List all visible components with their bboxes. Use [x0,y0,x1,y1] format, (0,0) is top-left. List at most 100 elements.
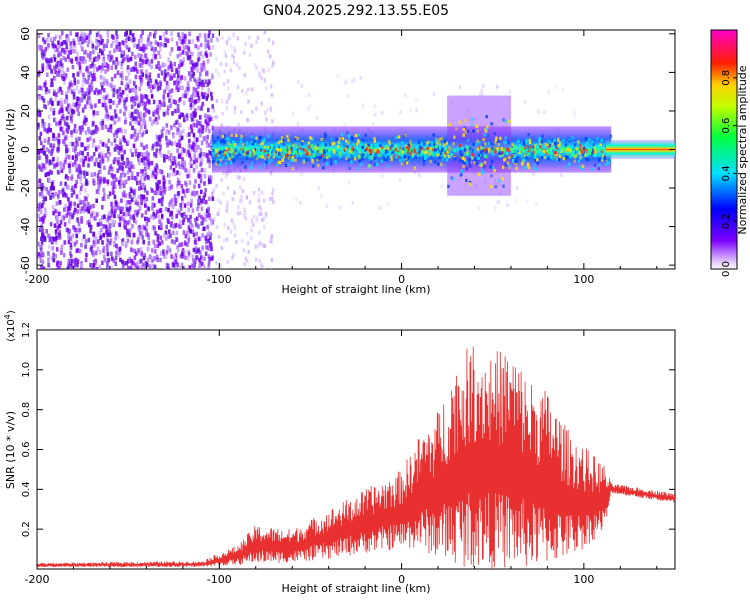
noise-cell [167,246,171,251]
band-cell [399,146,402,150]
band-cell [282,153,285,157]
noise-cell [71,141,74,147]
band-cell [338,137,341,141]
noise-cell [100,227,103,233]
band-cell [302,148,305,152]
noise-cell [128,165,131,170]
band-cell [422,158,426,162]
noise-cell [142,184,145,189]
noise-cell [180,254,183,259]
band-cell [347,158,350,162]
noise-cell [177,32,180,37]
noise-cell [114,231,118,236]
noise-cell [38,183,41,189]
noise-cell [186,81,190,86]
band-cell [536,146,540,150]
band-cell [228,137,231,141]
band-cell [536,161,539,165]
noise-cell [127,36,131,42]
speckle-cell [315,115,319,120]
noise-cell [168,172,171,178]
noise-cell [50,151,53,156]
band-cell [420,153,423,157]
noise-cell [138,180,142,185]
noise-cell [119,166,122,171]
band-cell [541,146,545,150]
speckle-cell [258,205,261,209]
noise-cell [141,262,145,268]
noise-cell [118,137,122,143]
noise-cell [108,82,112,87]
noise-cell [208,212,211,218]
noise-cell [134,54,137,60]
noise-cell [187,250,191,255]
noise-cell [85,37,88,43]
noise-cell [189,105,193,110]
noise-cell [67,258,71,264]
noise-cell [127,259,130,264]
noise-cell [76,36,80,42]
band-cell [240,134,243,138]
noise-cell [73,88,76,94]
band-cell [549,155,553,159]
noise-cell [158,208,162,213]
noise-cell [128,228,132,233]
band-cell [538,152,541,156]
speckle-cell [233,49,237,54]
band-cell [539,142,542,146]
noise-cell [99,169,102,174]
speckle-cell [269,108,273,113]
band-cell [465,178,468,182]
noise-cell [126,265,130,269]
noise-cell [84,257,88,263]
noise-cell [124,164,128,169]
noise-cell [181,162,184,167]
noise-cell [171,111,174,116]
noise-cell [208,128,211,134]
noise-cell [130,104,134,109]
band-cell [313,149,316,153]
noise-cell [191,254,195,259]
noise-cell [156,186,159,191]
noise-cell [202,195,206,201]
band-cell [546,143,549,147]
band-cell [311,160,314,164]
noise-cell [95,45,98,51]
band-cell [476,156,479,161]
band-cell [288,156,291,160]
noise-cell [68,57,71,63]
noise-cell [133,119,137,125]
band-cell [324,133,327,137]
band-cell [573,159,576,163]
band-cell [288,148,291,153]
speckle-cell [257,187,261,192]
band-cell [268,153,271,157]
noise-cell [82,200,85,205]
noise-cell [110,181,114,186]
noise-cell [45,187,49,192]
speckle-cell [372,121,375,126]
noise-cell [122,180,125,185]
noise-cell [67,185,70,190]
band-cell [255,136,258,140]
noise-cell [182,129,185,134]
band-cell [321,145,325,149]
noise-cell [75,239,78,245]
band-cell [312,164,315,168]
band-cell [435,138,438,142]
noise-cell [49,222,53,227]
speckle-cell [223,49,226,54]
noise-cell [147,41,151,47]
noise-cell [114,208,117,214]
band-cell [440,162,443,166]
band-cell [464,152,467,156]
band-cell [591,148,594,152]
noise-cell [200,140,204,146]
noise-cell [119,206,122,211]
noise-cell [56,156,60,162]
speckle-cell [220,99,224,104]
band-cell [386,164,390,168]
noise-cell [68,206,71,211]
band-cell [448,146,451,150]
band-cell [513,144,516,149]
